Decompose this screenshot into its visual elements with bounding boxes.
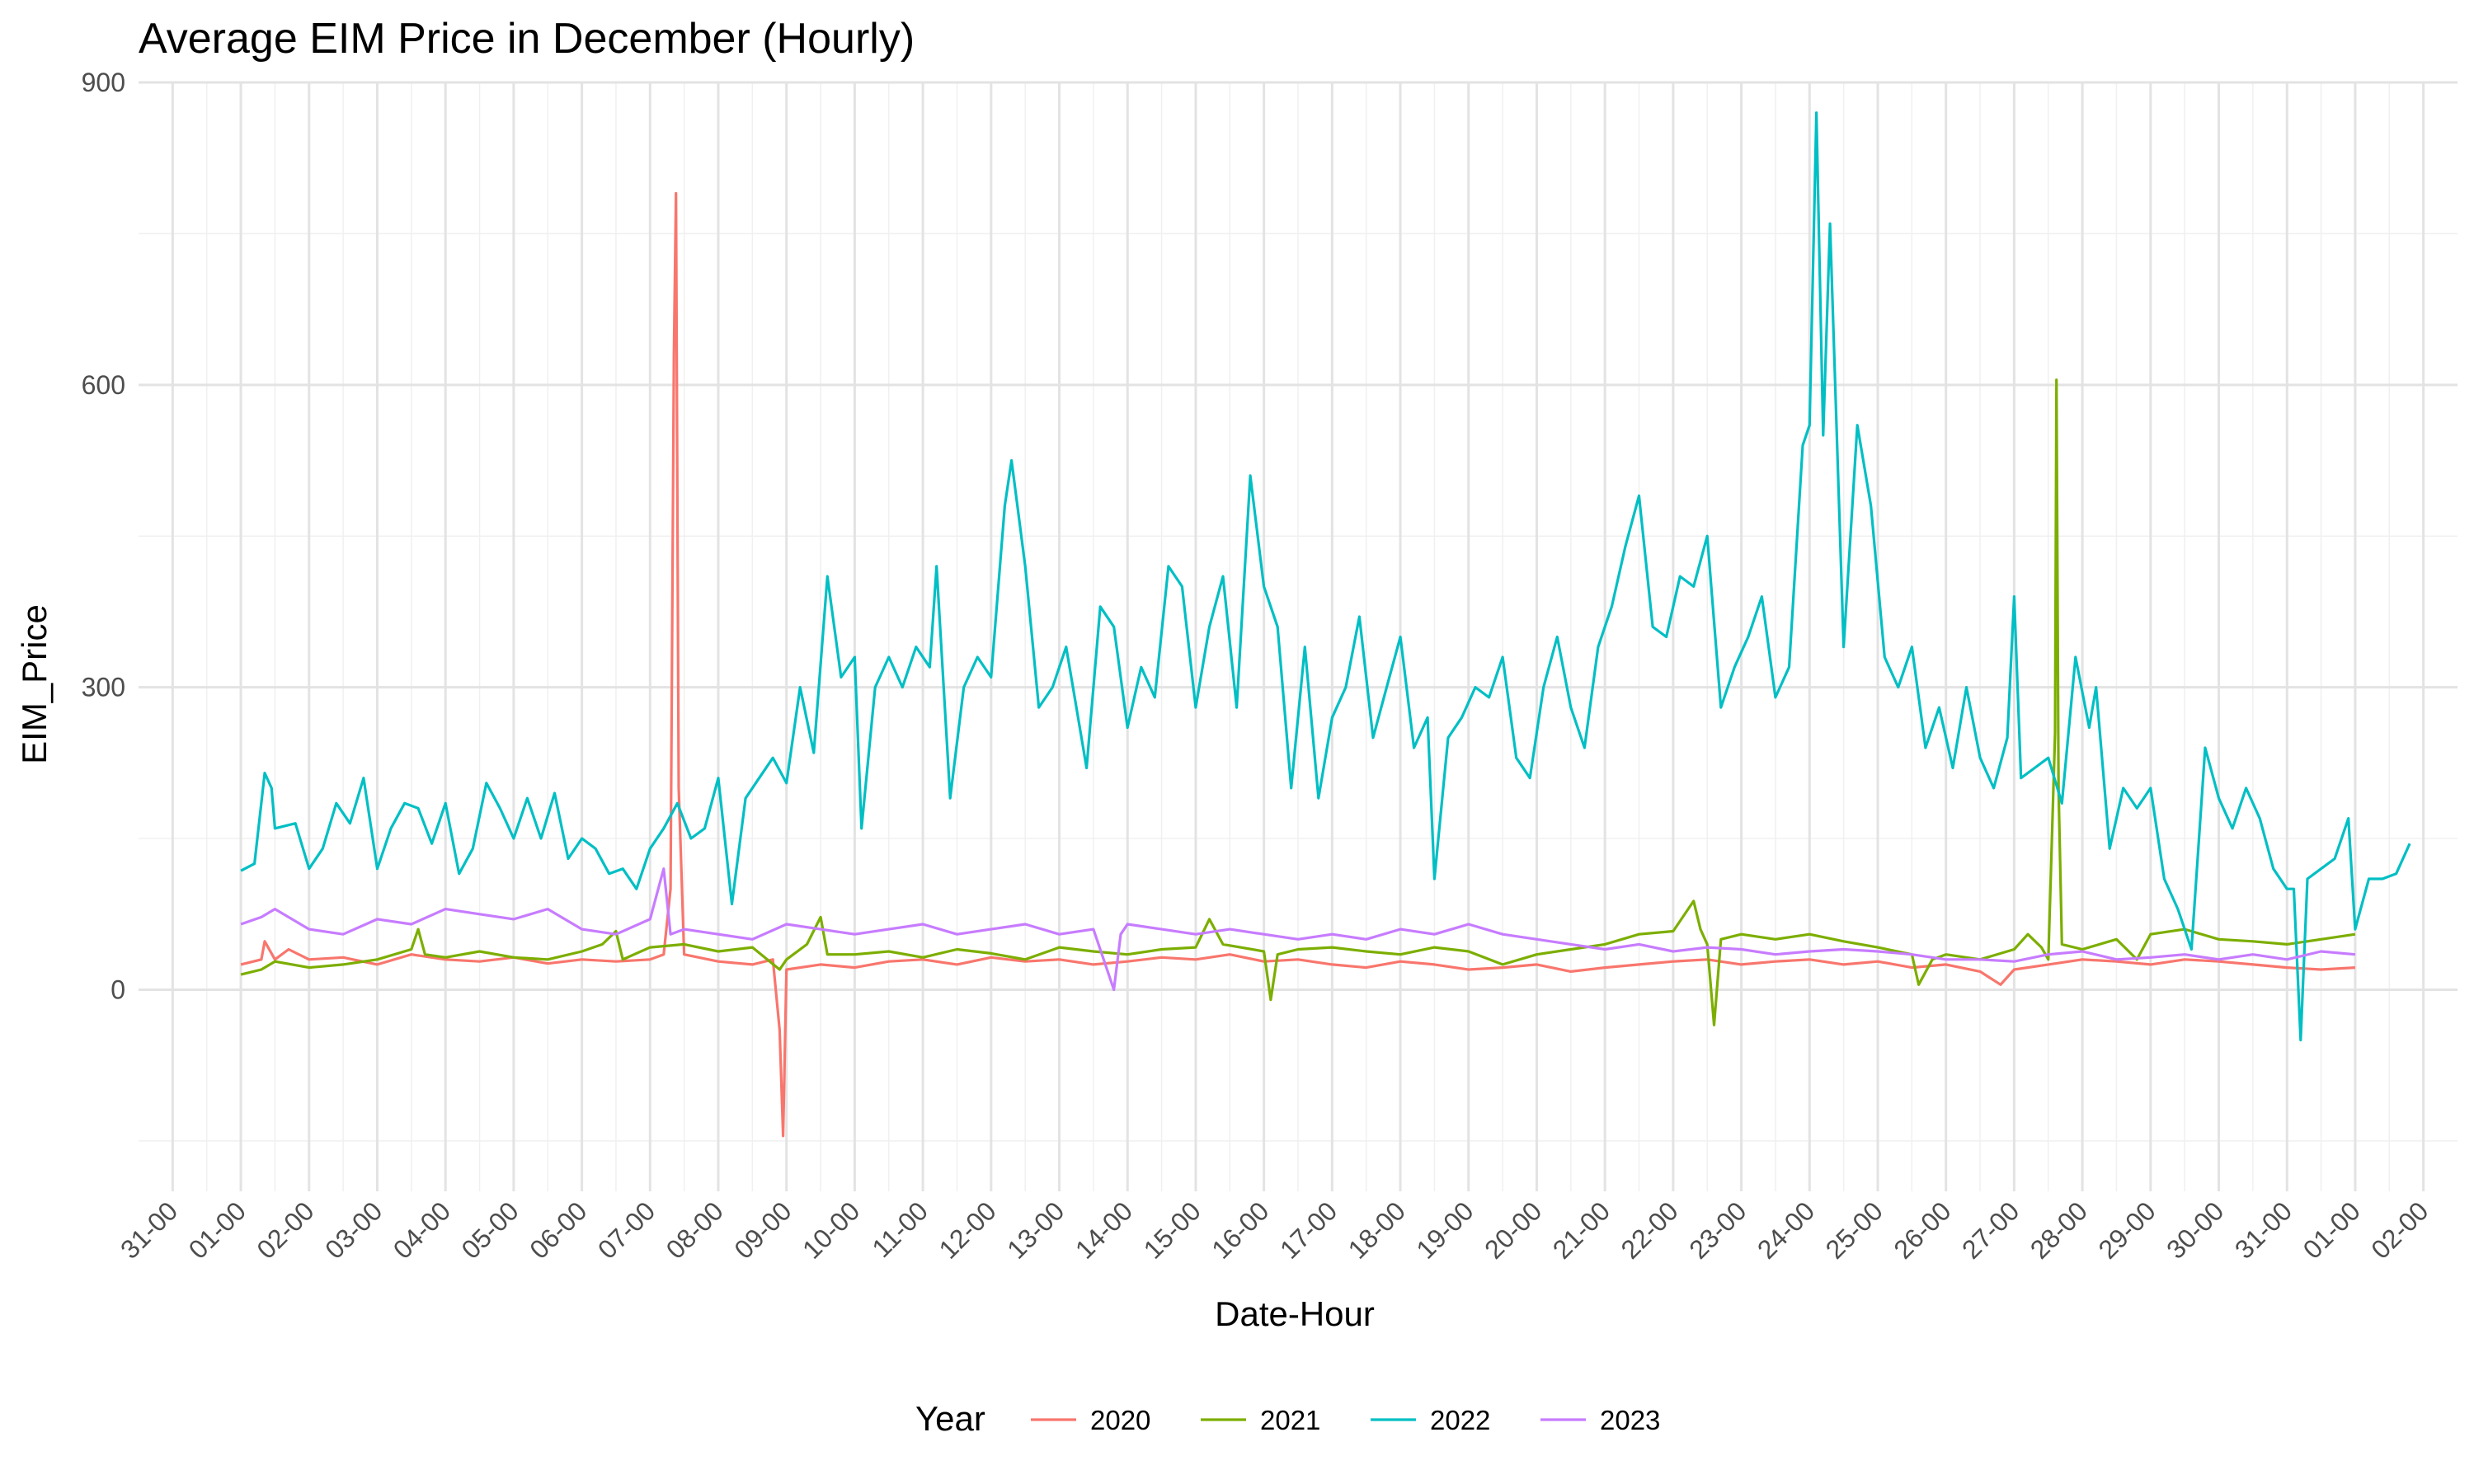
y-axis-ticks: 0 300 600 900 — [82, 68, 125, 1004]
legend-label-2020: 2020 — [1090, 1405, 1150, 1435]
y-tick-label: 600 — [82, 370, 125, 400]
y-tick-label: 900 — [82, 68, 125, 97]
legend: Year 2020 2021 2022 2023 — [915, 1399, 1660, 1438]
y-tick-label: 300 — [82, 673, 125, 702]
y-axis-title: EIM_Price — [15, 604, 54, 764]
legend-title: Year — [915, 1399, 985, 1438]
series-line-2022 — [240, 111, 2411, 1042]
x-axis-title: Date-Hour — [1215, 1294, 1375, 1333]
y-tick-label: 0 — [111, 974, 125, 1004]
legend-label-2022: 2022 — [1430, 1405, 1490, 1435]
series-lines — [240, 111, 2411, 1138]
series-line-2023 — [240, 867, 2356, 992]
legend-label-2023: 2023 — [1600, 1405, 1660, 1435]
series-line-2020 — [240, 191, 2355, 1138]
legend-label-2021: 2021 — [1260, 1405, 1320, 1435]
chart-title: Average EIM Price in December (Hourly) — [139, 15, 915, 63]
